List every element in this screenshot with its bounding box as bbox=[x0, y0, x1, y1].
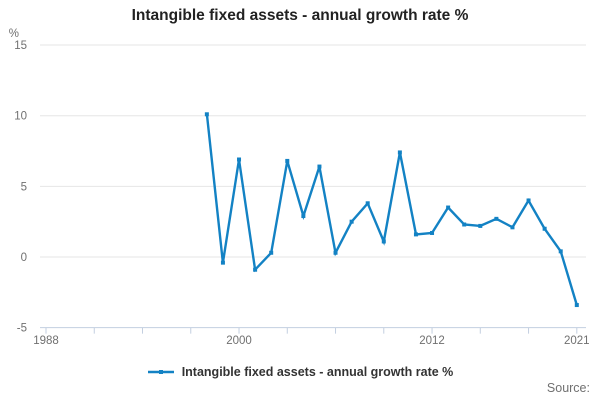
data-point-marker bbox=[269, 250, 274, 255]
data-point-marker bbox=[253, 267, 258, 272]
y-tick-label: 15 bbox=[14, 40, 27, 52]
data-point-marker bbox=[462, 222, 467, 227]
x-tick-label: 1988 bbox=[33, 335, 59, 347]
source-label: Source: bbox=[546, 381, 590, 395]
x-tick-label: 2021 bbox=[564, 335, 590, 347]
data-point-marker bbox=[365, 201, 370, 206]
line-chart-canvas: 1988 2000 2012 2021 15 10 5 0 -5% bbox=[9, 28, 590, 347]
data-point-marker bbox=[285, 158, 290, 163]
data-point-marker bbox=[413, 232, 418, 237]
data-point-marker bbox=[574, 303, 579, 308]
data-series-line bbox=[205, 114, 578, 306]
data-point-marker bbox=[526, 198, 531, 203]
y-tick-label: 5 bbox=[21, 181, 27, 193]
legend-item[interactable]: Intangible fixed assets - annual growth … bbox=[0, 362, 600, 382]
y-tick-label: -5 bbox=[17, 323, 27, 335]
data-point-marker bbox=[220, 260, 225, 265]
data-point-marker bbox=[397, 150, 402, 155]
data-point-marker bbox=[317, 164, 322, 169]
data-point-marker bbox=[494, 216, 499, 221]
y-tick-label: 10 bbox=[14, 111, 27, 123]
legend-label: Intangible fixed assets - annual growth … bbox=[181, 365, 454, 379]
chart-title: Intangible fixed assets - annual growth … bbox=[131, 7, 469, 24]
data-point-marker bbox=[558, 249, 563, 254]
data-point-marker bbox=[204, 112, 209, 117]
data-point-marker bbox=[237, 157, 242, 162]
y-axis-unit-label: % bbox=[9, 28, 19, 40]
data-point-marker bbox=[542, 226, 547, 231]
data-point-marker bbox=[333, 250, 338, 255]
x-tick-label: 2000 bbox=[226, 335, 252, 347]
x-tick-label: 2012 bbox=[419, 335, 445, 347]
data-point-marker bbox=[301, 214, 306, 219]
data-point-marker bbox=[430, 230, 435, 235]
data-point-marker bbox=[349, 219, 354, 224]
data-point-marker bbox=[446, 205, 451, 210]
data-point-marker bbox=[381, 239, 386, 244]
data-point-marker bbox=[478, 223, 483, 228]
legend-line-icon bbox=[147, 370, 174, 374]
data-point-marker bbox=[510, 225, 515, 230]
y-tick-label: 0 bbox=[21, 252, 27, 264]
